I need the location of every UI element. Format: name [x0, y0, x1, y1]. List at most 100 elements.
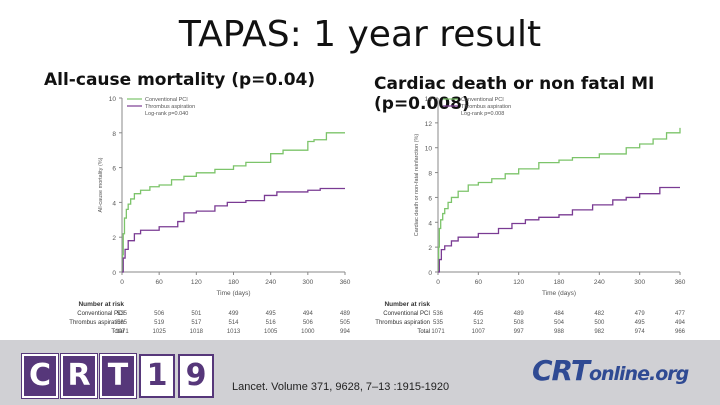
- x-tick-label: 240: [265, 279, 276, 286]
- y-tick-label: 10: [109, 96, 117, 103]
- risk-row-label: Total: [111, 329, 124, 335]
- risk-value: 535: [117, 311, 128, 317]
- x-tick-label: 240: [594, 279, 605, 286]
- risk-value: 495: [266, 311, 277, 317]
- risk-value: 482: [594, 311, 605, 317]
- x-tick-label: 360: [340, 279, 351, 286]
- risk-value: 535: [433, 320, 444, 326]
- risk-value: 536: [433, 311, 444, 317]
- left-chart-title: All-cause mortality (p=0.04): [44, 70, 316, 90]
- risk-value: 1013: [227, 329, 241, 335]
- y-tick-label: 6: [112, 166, 116, 173]
- risk-value: 988: [554, 329, 565, 335]
- crtonline-logo-suffix: online.org: [588, 363, 689, 385]
- x-tick-label: 0: [436, 279, 440, 286]
- km-curve-thrombus-aspiration: [122, 187, 345, 273]
- risk-row-label: Conventional PCI: [77, 311, 124, 317]
- x-axis-label: Time (days): [542, 290, 576, 297]
- risk-value: 508: [514, 320, 525, 326]
- risk-value: 501: [191, 311, 202, 317]
- risk-row-label: Conventional PCI: [383, 311, 430, 317]
- right-km-chart: 0 2 4 6 8 10 12 14 0 60 120 180 240 300 360 Time (days)…: [375, 96, 686, 335]
- risk-value: 1018: [190, 329, 204, 335]
- x-tick-label: 60: [475, 279, 483, 286]
- risk-value: 499: [228, 311, 239, 317]
- km-curve-thrombus-aspiration: [438, 186, 680, 273]
- y-tick-label: 2: [112, 235, 116, 242]
- y-axis-label: Cardiac death or non-fatal reinfarction …: [414, 134, 420, 237]
- y-tick-label: 0: [428, 270, 432, 277]
- y-tick-label: 12: [425, 121, 433, 128]
- risk-value: 500: [594, 320, 605, 326]
- risk-table-header: Number at risk: [384, 301, 430, 308]
- x-tick-label: 180: [554, 279, 565, 286]
- legend-entry: Thrombus aspiration: [145, 104, 195, 110]
- risk-value: 994: [340, 329, 351, 335]
- x-tick-label: 120: [513, 279, 524, 286]
- risk-value: 982: [594, 329, 605, 335]
- risk-value: 494: [303, 311, 314, 317]
- risk-value: 495: [473, 311, 484, 317]
- y-tick-label: 8: [112, 131, 116, 138]
- left-km-chart: 0 2 4 6 8 10 0 60 120 180 240 300 360 Time (days) All-…: [69, 96, 351, 335]
- y-tick-label: 8: [428, 171, 432, 178]
- risk-table-header: Number at risk: [78, 301, 124, 308]
- citation: Lancet. Volume 371, 9628, 7–13 :1915-192…: [232, 381, 450, 393]
- risk-row-label: Thrombus aspiration: [69, 320, 124, 326]
- risk-value: 495: [635, 320, 646, 326]
- risk-value: 1007: [472, 329, 486, 335]
- legend-entry: Conventional PCI: [461, 97, 504, 103]
- risk-value: 1000: [301, 329, 315, 335]
- risk-value: 516: [266, 320, 277, 326]
- crt19-logo-letter: R: [61, 354, 97, 398]
- km-curve-conventional-pci: [121, 132, 345, 273]
- footer-bar: C R T 1 9 Lancet. Volume 371, 9628, 7–13…: [0, 340, 720, 405]
- y-tick-label: 2: [428, 245, 432, 252]
- risk-value: 484: [554, 311, 565, 317]
- risk-value: 997: [514, 329, 525, 335]
- km-curve-conventional-pci: [438, 127, 681, 273]
- risk-value: 514: [228, 320, 239, 326]
- crt19-logo-digit: 9: [178, 354, 214, 398]
- risk-value: 512: [473, 320, 484, 326]
- slide-title: TAPAS: 1 year result: [178, 14, 542, 55]
- y-tick-label: 14: [425, 96, 433, 103]
- crt19-logo-digit: 1: [139, 354, 175, 398]
- legend-entry: Conventional PCI: [145, 97, 188, 103]
- risk-value: 489: [340, 311, 351, 317]
- risk-value: 517: [191, 320, 202, 326]
- x-tick-label: 300: [634, 279, 645, 286]
- risk-value: 479: [635, 311, 646, 317]
- legend-entry: Log-rank p=0.040: [145, 111, 188, 117]
- risk-value: 506: [154, 311, 165, 317]
- risk-value: 1025: [152, 329, 166, 335]
- x-tick-label: 300: [302, 279, 313, 286]
- x-tick-label: 180: [228, 279, 239, 286]
- risk-value: 489: [514, 311, 525, 317]
- risk-value: 1071: [431, 329, 445, 335]
- y-tick-label: 0: [112, 270, 116, 277]
- risk-row-label: Thrombus aspiration: [375, 320, 430, 326]
- risk-value: 535: [117, 320, 128, 326]
- y-tick-label: 6: [428, 195, 432, 202]
- y-tick-label: 10: [425, 146, 433, 153]
- x-axis-label: Time (days): [216, 290, 250, 297]
- risk-value: 504: [554, 320, 565, 326]
- x-tick-label: 0: [120, 279, 124, 286]
- y-axis-label: All-cause mortality (%): [98, 157, 104, 212]
- risk-value: 974: [635, 329, 646, 335]
- risk-value: 505: [340, 320, 351, 326]
- risk-value: 1005: [264, 329, 278, 335]
- risk-row-label: Total: [417, 329, 430, 335]
- crt19-logo-letter: C: [22, 354, 58, 398]
- risk-value: 1071: [115, 329, 129, 335]
- risk-value: 477: [675, 311, 686, 317]
- y-tick-label: 4: [428, 220, 432, 227]
- crt19-logo: C R T 1 9: [22, 354, 217, 398]
- crtonline-logo-main: CRT: [532, 354, 590, 387]
- x-tick-label: 360: [675, 279, 686, 286]
- x-tick-label: 120: [191, 279, 202, 286]
- risk-value: 966: [675, 329, 686, 335]
- legend-entry: Log-rank p=0.008: [461, 111, 504, 117]
- crt19-logo-letter: T: [100, 354, 136, 398]
